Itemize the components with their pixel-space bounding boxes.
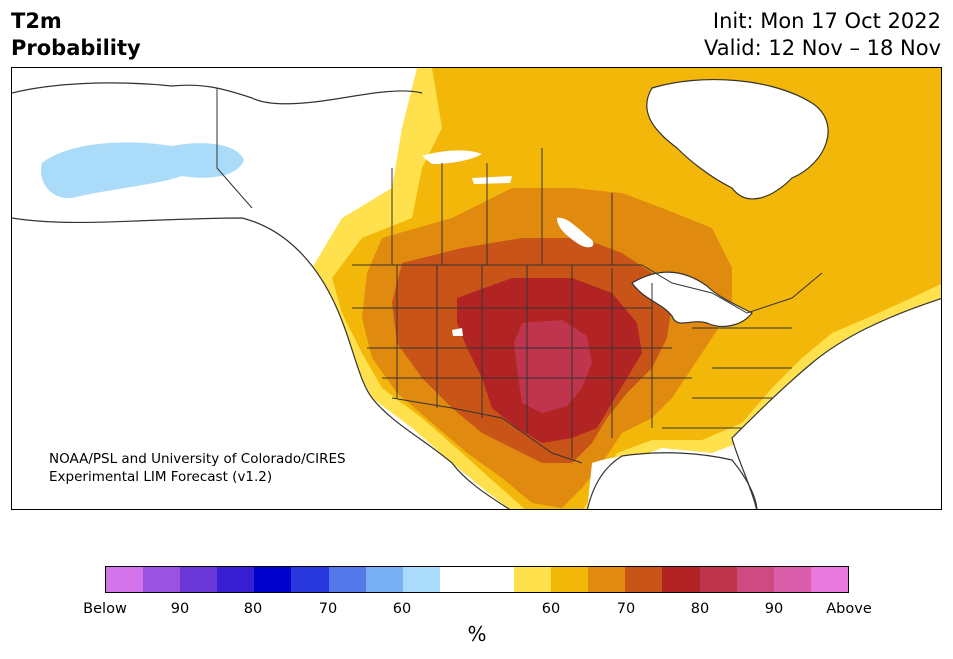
colorbar-segment — [217, 567, 255, 592]
title-variable: T2m — [11, 9, 62, 33]
tick-below-90: 90 — [170, 601, 190, 617]
tick-above-90: 90 — [764, 601, 784, 617]
colorbar-segment — [773, 567, 811, 592]
tick-below: Below — [83, 601, 127, 617]
colorbar-segment — [514, 567, 552, 592]
province-lines — [391, 148, 613, 265]
tick-above-60: 60 — [541, 601, 561, 617]
colorbar-segment — [143, 567, 181, 592]
eastern-state-lines — [662, 327, 792, 429]
colorbar-segment — [625, 567, 663, 592]
colorbar-segment — [736, 567, 774, 592]
canada-us-border — [352, 264, 823, 314]
lake-athabasca — [472, 176, 512, 184]
colorbar-segment — [365, 567, 403, 592]
coastlines — [12, 78, 941, 509]
great-salt-lake — [452, 328, 463, 336]
pacific-ocean — [12, 218, 509, 509]
credit-line-1: NOAA/PSL and University of Colorado/CIRE… — [49, 451, 346, 467]
colorbar-segment — [810, 567, 848, 592]
political-boundaries — [216, 88, 823, 464]
colorbar-segment — [476, 567, 515, 592]
tick-above: Above — [826, 601, 872, 617]
probability-map — [11, 67, 942, 510]
colorbar-segment — [662, 567, 700, 592]
atlantic-coastline — [731, 298, 941, 509]
colorbar-segment — [402, 567, 440, 592]
below-normal-alaska — [41, 142, 245, 199]
alaska-canada-border — [216, 88, 253, 209]
colorbar-segment — [439, 567, 477, 592]
great-lakes-coast — [631, 271, 753, 327]
init-date: Init: Mon 17 Oct 2022 — [712, 9, 941, 33]
colorbar-segment — [291, 567, 329, 592]
map-title: T2m Probability — [11, 8, 141, 62]
hudson-bay-coast — [646, 78, 829, 200]
credit-line-2: Experimental LIM Forecast (v1.2) — [49, 469, 273, 485]
atlantic-ocean — [732, 298, 941, 509]
colorbar-unit: % — [467, 622, 487, 646]
tick-above-80: 80 — [690, 601, 710, 617]
state-lines-central — [571, 265, 653, 458]
colorbar-segment — [699, 567, 737, 592]
tick-below-60: 60 — [392, 601, 412, 617]
colorbar-segment — [588, 567, 626, 592]
valid-range: Valid: 12 Nov – 18 Nov — [704, 36, 941, 60]
state-lines-horizontal — [352, 307, 692, 379]
colorbar-segment — [180, 567, 218, 592]
state-lines-west — [396, 265, 528, 433]
great-slave-lake — [422, 150, 482, 164]
tick-above-70: 70 — [616, 601, 636, 617]
probability-colorbar — [105, 566, 849, 593]
colorbar-segment — [106, 567, 144, 592]
tick-below-70: 70 — [318, 601, 338, 617]
lake-winnipeg — [557, 217, 594, 248]
us-mexico-border — [391, 397, 583, 464]
forecast-dates: Init: Mon 17 Oct 2022 Valid: 12 Nov – 18… — [704, 8, 941, 62]
tick-below-80: 80 — [243, 601, 263, 617]
map-canvas — [12, 68, 941, 509]
gulf-of-mexico — [587, 453, 757, 509]
great-lakes — [632, 272, 752, 327]
alaska-north-coast — [12, 82, 423, 105]
colorbar-segment — [551, 567, 589, 592]
data-credit: NOAA/PSL and University of Colorado/CIRE… — [49, 450, 346, 486]
colorbar-segment — [254, 567, 292, 592]
colorbar-segment — [328, 567, 366, 592]
hudson-bay-water — [646, 79, 829, 199]
pacific-coastline — [12, 217, 511, 509]
title-type: Probability — [11, 36, 141, 60]
